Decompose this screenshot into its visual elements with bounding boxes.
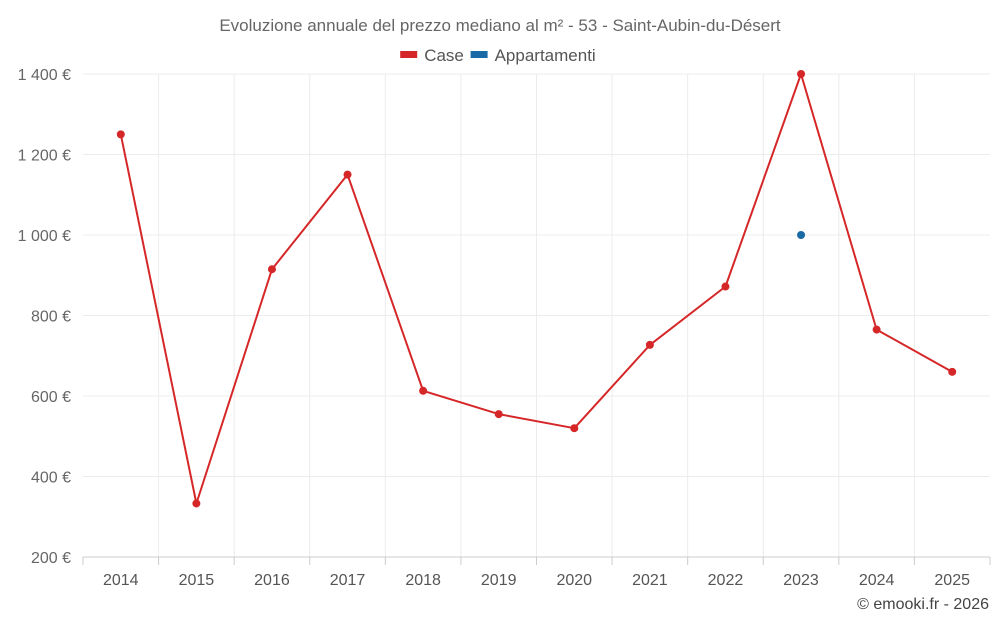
data-point-case[interactable] xyxy=(645,340,654,349)
x-tick-label: 2016 xyxy=(254,572,290,589)
x-tick-label: 2025 xyxy=(934,572,970,589)
data-point-case[interactable] xyxy=(116,130,125,139)
x-tick-label: 2024 xyxy=(859,572,895,589)
gridlines xyxy=(83,73,990,557)
data-point-case[interactable] xyxy=(494,410,503,419)
data-point-case[interactable] xyxy=(948,367,957,376)
y-tick-label: 200 € xyxy=(31,550,71,567)
series-case xyxy=(116,70,957,508)
legend-label: Case xyxy=(424,46,464,65)
series-group xyxy=(116,70,957,508)
y-axis: 200 € 400 € 600 € 800 € 1 000 € 1 200 € 1 400 … xyxy=(18,67,71,567)
data-point-case[interactable] xyxy=(872,325,881,334)
x-tick-label: 2014 xyxy=(103,572,139,589)
x-tick-label: 2021 xyxy=(632,572,668,589)
x-tick-label: 2023 xyxy=(783,572,819,589)
x-tick-label: 2015 xyxy=(179,572,215,589)
legend-item-case[interactable]: Case xyxy=(400,46,464,65)
x-tick-label: 2019 xyxy=(481,572,517,589)
y-tick-label: 1 400 € xyxy=(18,67,71,84)
y-tick-label: 600 € xyxy=(31,389,71,406)
y-tick-label: 400 € xyxy=(31,470,71,487)
data-point-case[interactable] xyxy=(192,499,201,508)
y-tick-label: 1 000 € xyxy=(18,228,71,245)
data-point-case[interactable] xyxy=(343,170,352,179)
data-point-case[interactable] xyxy=(419,386,428,395)
data-point-case[interactable] xyxy=(267,265,276,274)
data-point-case[interactable] xyxy=(570,424,579,433)
legend-swatch xyxy=(470,51,488,58)
data-point-case[interactable] xyxy=(721,282,730,291)
x-tick-label: 2020 xyxy=(556,572,592,589)
legend-item-appartamenti[interactable]: Appartamenti xyxy=(470,46,596,65)
x-tick-label: 2018 xyxy=(405,572,441,589)
x-axis: 2014 2015 2016 2017 2018 2019 2020 2021 2022 2023… xyxy=(82,556,991,589)
series-appartamenti xyxy=(797,231,806,239)
credit-text: © emooki.fr - 2026 xyxy=(857,596,989,613)
x-tick-label: 2017 xyxy=(330,572,366,589)
data-point-appartamenti[interactable] xyxy=(797,231,806,239)
legend-swatch xyxy=(400,51,418,58)
chart-title: Evoluzione annuale del prezzo mediano al… xyxy=(219,16,781,35)
series-line-case xyxy=(119,73,953,505)
x-tick-label: 2022 xyxy=(708,572,744,589)
legend-label: Appartamenti xyxy=(495,46,596,65)
data-point-case[interactable] xyxy=(797,70,806,78)
legend: Case Appartamenti xyxy=(400,46,596,65)
y-tick-label: 800 € xyxy=(31,309,71,326)
y-tick-label: 1 200 € xyxy=(18,148,71,165)
